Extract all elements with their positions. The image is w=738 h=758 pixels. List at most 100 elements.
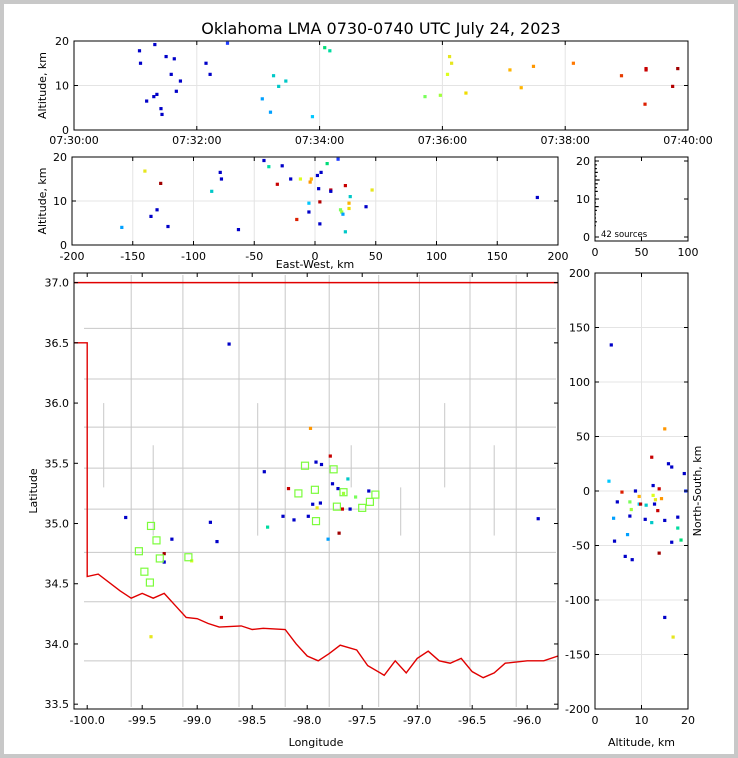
lma-station-marker bbox=[310, 485, 319, 494]
state-border-south bbox=[74, 342, 559, 679]
y-tick-label: -100 bbox=[565, 594, 590, 607]
source-point bbox=[623, 554, 627, 558]
y-tick-label: -200 bbox=[565, 703, 590, 716]
lma-station-marker bbox=[152, 536, 161, 545]
source-point bbox=[348, 195, 352, 199]
source-point bbox=[204, 61, 208, 65]
x-tick-label: 07:30:00 bbox=[49, 134, 98, 147]
source-point bbox=[284, 79, 288, 83]
source-point bbox=[438, 93, 442, 97]
source-point bbox=[159, 181, 163, 185]
source-point bbox=[219, 615, 223, 620]
source-point bbox=[295, 217, 299, 222]
y-tick-label: 36.0 bbox=[45, 397, 70, 410]
source-point bbox=[644, 503, 648, 507]
lma-station-marker bbox=[134, 547, 143, 556]
source-point bbox=[663, 615, 667, 620]
source-point bbox=[670, 465, 674, 469]
x-tick-label: 150 bbox=[487, 250, 508, 263]
source-point bbox=[166, 224, 170, 229]
source-point bbox=[330, 482, 335, 486]
marks-layer bbox=[120, 41, 688, 639]
source-point bbox=[152, 95, 156, 99]
source-point bbox=[281, 514, 285, 518]
axes-frame-plan_view bbox=[73, 272, 559, 710]
source-point bbox=[323, 46, 327, 50]
source-point bbox=[633, 489, 638, 493]
x-tick-label: 200 bbox=[548, 250, 569, 263]
source-point bbox=[619, 74, 624, 78]
ticks-layer: 07:30:00 07:32:00 07:34:00 07:36:00 07:38:00… bbox=[27, 35, 713, 749]
axes-frame-alt_hist bbox=[594, 156, 689, 242]
source-point bbox=[149, 635, 153, 639]
source-point bbox=[508, 68, 512, 72]
source-point bbox=[657, 487, 661, 491]
source-point bbox=[679, 538, 683, 542]
source-point bbox=[162, 552, 166, 556]
source-point bbox=[336, 486, 340, 491]
source-point bbox=[340, 210, 344, 214]
source-point bbox=[519, 86, 523, 90]
lma-station-marker bbox=[365, 497, 374, 506]
y-tick-label: 200 bbox=[569, 267, 590, 280]
source-point bbox=[178, 79, 183, 83]
source-point bbox=[153, 42, 157, 47]
source-point bbox=[208, 72, 212, 76]
source-point bbox=[615, 500, 619, 504]
source-point bbox=[536, 517, 540, 521]
source-point bbox=[218, 170, 222, 174]
source-point bbox=[364, 205, 368, 209]
x-tick-label: -98.5 bbox=[238, 714, 266, 727]
source-point bbox=[319, 170, 323, 174]
source-point bbox=[307, 210, 311, 214]
source-point bbox=[609, 343, 613, 347]
source-point bbox=[314, 460, 318, 464]
y-tick-label: 36.5 bbox=[45, 337, 70, 350]
source-point bbox=[630, 558, 634, 562]
x-tick-label: 0 bbox=[312, 250, 319, 263]
source-point bbox=[174, 89, 178, 93]
source-point bbox=[663, 518, 667, 523]
source-point bbox=[215, 539, 219, 544]
source-point bbox=[298, 177, 303, 181]
x-tick-label: 07:32:00 bbox=[172, 134, 221, 147]
source-point bbox=[347, 201, 351, 205]
source-point bbox=[208, 520, 212, 524]
source-point bbox=[651, 493, 655, 497]
lma-station-marker bbox=[339, 488, 348, 497]
y-tick-label: 0 bbox=[60, 239, 67, 252]
source-point bbox=[341, 491, 346, 496]
source-point bbox=[268, 110, 273, 114]
y-tick-label: 35.0 bbox=[45, 518, 70, 531]
y-tick-label: 34.0 bbox=[45, 638, 70, 651]
x-tick-label: -150 bbox=[120, 250, 145, 263]
source-point bbox=[652, 502, 657, 506]
source-point bbox=[318, 200, 322, 204]
source-point bbox=[275, 182, 279, 186]
y-tick-label: 10 bbox=[55, 80, 69, 93]
lma-station-marker bbox=[184, 553, 193, 562]
y-tick-label: 150 bbox=[569, 322, 590, 335]
source-point bbox=[644, 66, 648, 71]
source-point bbox=[326, 537, 330, 541]
source-point bbox=[315, 506, 319, 510]
source-point bbox=[337, 531, 341, 535]
source-point bbox=[612, 539, 617, 543]
x-tick-label: -100.0 bbox=[69, 714, 104, 727]
source-point bbox=[447, 54, 452, 59]
y-axis-label: Latitude bbox=[27, 468, 40, 514]
source-point bbox=[318, 501, 322, 505]
source-point bbox=[341, 212, 345, 216]
source-point bbox=[124, 515, 128, 520]
x-tick-label: 07:36:00 bbox=[418, 134, 467, 147]
source-point bbox=[666, 462, 671, 466]
y-tick-label: 0 bbox=[583, 231, 590, 244]
source-point bbox=[329, 189, 333, 193]
source-point bbox=[328, 49, 332, 53]
source-point bbox=[262, 470, 266, 474]
source-point bbox=[328, 454, 332, 458]
lma-station-marker bbox=[145, 578, 154, 587]
source-point bbox=[676, 66, 680, 71]
source-point bbox=[315, 173, 320, 178]
x-tick-label: -97.0 bbox=[403, 714, 431, 727]
